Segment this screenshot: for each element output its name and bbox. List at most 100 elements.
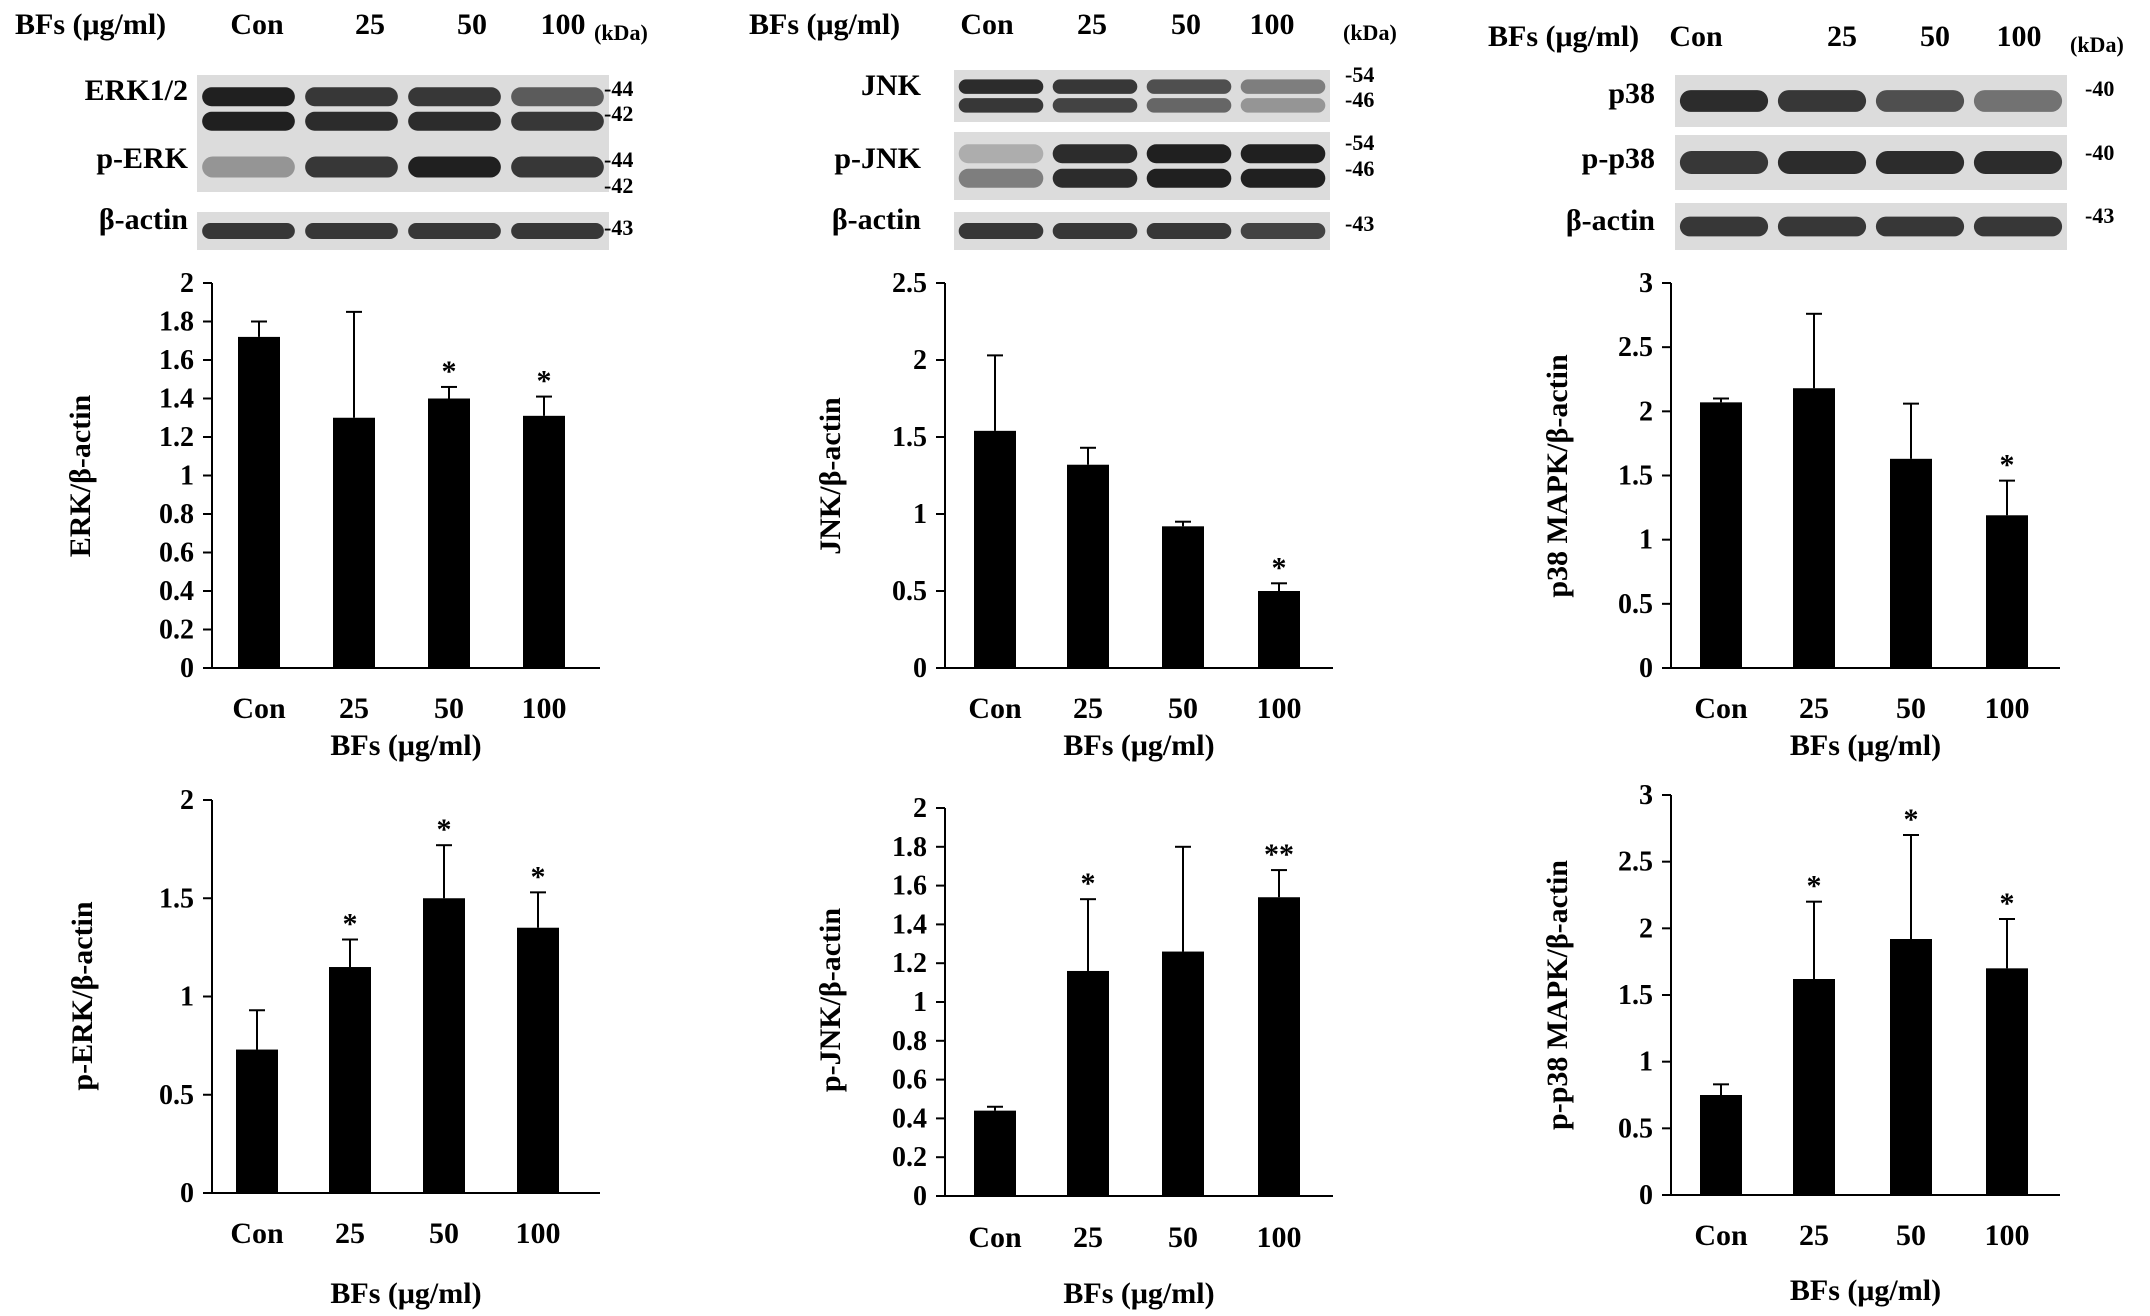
y-tick-label: 1	[1639, 525, 1653, 556]
blot-lane-label: 100	[1997, 20, 2042, 53]
blot-row: JNK -54-46	[861, 62, 1374, 122]
x-tick-label: 100	[1985, 1219, 2030, 1252]
y-tick-label: 1.8	[159, 307, 194, 338]
kda-marker: -43	[1345, 211, 1374, 236]
bar	[333, 417, 375, 668]
significance-marker: *	[437, 813, 452, 846]
significance-marker: *	[1904, 803, 1919, 836]
blot-band	[1146, 144, 1232, 164]
y-axis-title: ERK/β-actin	[64, 394, 97, 557]
bar	[1067, 970, 1109, 1196]
blot-band	[305, 87, 398, 107]
blot-band	[408, 223, 501, 239]
blot-band	[1973, 90, 2063, 112]
x-tick-label: 50	[1896, 692, 1926, 725]
bar	[1890, 458, 1932, 668]
x-tick-label: 100	[1257, 1221, 1302, 1254]
y-axis-title: p38 MAPK/β-actin	[1541, 354, 1574, 598]
y-tick-label: 2	[913, 345, 927, 376]
blot-lane-label: 25	[1827, 20, 1857, 53]
bar	[1890, 939, 1932, 1195]
protein-label: β-actin	[832, 203, 921, 236]
significance-marker: *	[2000, 449, 2015, 482]
y-tick-label: 1.4	[159, 384, 194, 415]
blot-lane-label: 50	[1920, 20, 1950, 53]
blot-band	[511, 156, 604, 178]
blot-condition-label: BFs (μg/ml)	[15, 8, 166, 41]
y-tick-label: 0	[180, 1178, 194, 1209]
y-tick-label: 1.5	[1618, 461, 1653, 492]
blot-band	[1052, 168, 1138, 188]
x-tick-label: Con	[232, 692, 286, 725]
x-axis-title: BFs (μg/ml)	[1790, 729, 1941, 762]
blot-membrane	[954, 132, 1330, 200]
bar-chart-3: 0 0.5 1 1.5 2 2.5 3 Con 25 50 * 100 BFs (μg/ml) p38 M…	[1541, 268, 2060, 762]
blot-band	[1679, 150, 1769, 175]
blot-band	[1146, 223, 1232, 239]
y-tick-label: 2	[180, 268, 194, 299]
blot-band	[1240, 79, 1326, 94]
blot-band	[1240, 223, 1326, 239]
blot-band	[1052, 98, 1138, 113]
y-tick-label: 1.2	[159, 422, 194, 453]
protein-label: JNK	[861, 69, 922, 102]
y-tick-label: 0.4	[892, 1103, 927, 1134]
blot-band	[958, 144, 1044, 164]
blot-band	[305, 156, 398, 178]
protein-label: p-JNK	[834, 142, 921, 175]
protein-label: p-ERK	[96, 142, 188, 175]
x-tick-label: 25	[1799, 1219, 1829, 1252]
blot-lane-label: 50	[457, 8, 487, 41]
kda-marker: -46	[1345, 156, 1374, 181]
blot-band	[202, 111, 295, 131]
x-tick-label: 100	[522, 692, 567, 725]
blot-band	[511, 87, 604, 107]
bar	[1258, 897, 1300, 1196]
x-tick-label: 50	[1896, 1219, 1926, 1252]
x-tick-label: Con	[968, 692, 1022, 725]
x-axis-title: BFs (μg/ml)	[1063, 729, 1214, 762]
y-tick-label: 2	[1639, 396, 1653, 427]
kda-marker: -46	[1345, 87, 1374, 112]
blot-band	[305, 111, 398, 131]
blot-row: p-p38 -40	[1582, 135, 2114, 190]
blot-row: p-ERK -44-42	[96, 142, 633, 198]
y-tick-label: 0	[913, 653, 927, 684]
kda-label: (kDa)	[2070, 32, 2124, 57]
x-tick-label: 25	[1073, 1221, 1103, 1254]
y-tick-label: 0.4	[159, 576, 194, 607]
y-tick-label: 1.5	[1618, 980, 1653, 1011]
blot-row: p38 -40	[1608, 75, 2114, 127]
y-tick-label: 1.2	[892, 948, 927, 979]
x-tick-label: 50	[1168, 692, 1198, 725]
y-tick-label: 0.6	[892, 1065, 927, 1096]
bar-chart-2: 0 0.5 1 1.5 2 2.5 Con 25 50 * 100 BFs (μg/ml) JNK/β-…	[814, 268, 1333, 762]
y-tick-label: 0.5	[1618, 589, 1653, 620]
y-tick-label: 0.8	[892, 1026, 927, 1057]
x-tick-label: 50	[434, 692, 464, 725]
y-tick-label: 2.5	[1618, 332, 1653, 363]
significance-marker: *	[442, 355, 457, 388]
x-tick-label: Con	[968, 1221, 1022, 1254]
x-tick-label: 25	[339, 692, 369, 725]
bar	[236, 1049, 278, 1193]
y-tick-label: 0.5	[1618, 1113, 1653, 1144]
western-blot-2: BFs (μg/ml) Con 25 50 100 (kDa)JNK -54-46p-JNK…	[749, 8, 1397, 250]
kda-marker: -44	[604, 147, 633, 172]
bar	[1162, 526, 1204, 668]
y-tick-label: 1.4	[892, 909, 927, 940]
blot-band	[202, 87, 295, 107]
y-axis-title: p-ERK/β-actin	[66, 901, 99, 1090]
protein-label: p38	[1608, 77, 1655, 110]
blot-lane-label: Con	[1669, 20, 1723, 53]
y-tick-label: 0	[180, 653, 194, 684]
blot-band	[1052, 223, 1138, 239]
blot-lane-label: 50	[1171, 8, 1201, 41]
blot-band	[958, 98, 1044, 113]
kda-marker: -42	[604, 173, 633, 198]
blot-condition-label: BFs (μg/ml)	[749, 8, 900, 41]
y-tick-label: 1	[913, 987, 927, 1018]
blot-band	[305, 223, 398, 239]
kda-marker: -40	[2085, 76, 2114, 101]
blot-band	[1777, 150, 1867, 175]
